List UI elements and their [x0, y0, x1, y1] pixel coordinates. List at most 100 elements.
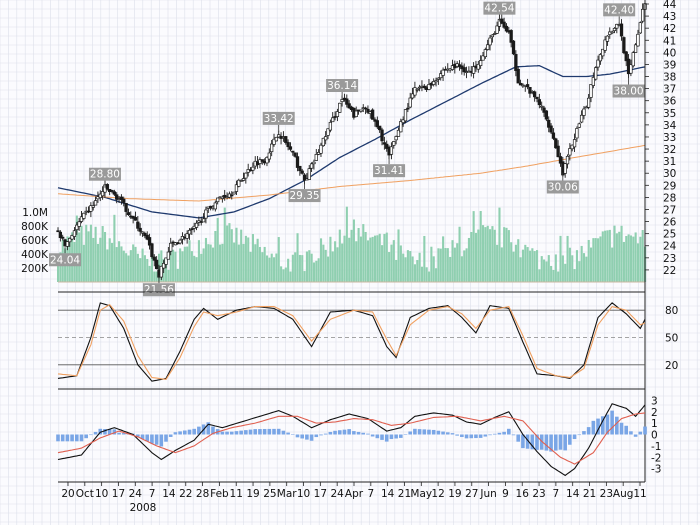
volume-bar [618, 231, 621, 282]
volume-bar [615, 233, 618, 282]
macd-histogram-bar [79, 434, 84, 442]
volume-bar [204, 237, 208, 282]
volume-bar [59, 252, 62, 282]
volume-bar [237, 244, 240, 282]
price-label-bg [603, 3, 636, 17]
price-axis-tick-label: 26 [663, 217, 677, 229]
volume-bar [273, 257, 276, 282]
candle-body [478, 60, 483, 66]
candle-body [504, 25, 509, 32]
volume-bar [463, 250, 466, 282]
price-axis-tick-label: 35 [663, 108, 676, 120]
candle-body [577, 123, 581, 128]
macd-panel [56, 403, 647, 477]
price-label-bg [288, 189, 321, 203]
volume-bar [392, 240, 395, 282]
volume-bar [106, 249, 109, 282]
volume-bar [582, 253, 586, 282]
volume-bar [143, 255, 146, 282]
volume-bar [493, 229, 496, 282]
volume-bar [540, 256, 543, 282]
volume-bar [634, 232, 637, 282]
volume-bar [470, 232, 473, 282]
volume-bar [449, 256, 452, 282]
candle-body [441, 69, 445, 76]
macd-histogram-bar [220, 431, 225, 435]
volume-bar [611, 247, 614, 282]
macd-histogram-bar [103, 429, 107, 435]
volume-bar [305, 251, 308, 282]
candle-body [187, 229, 192, 235]
volume-bar [578, 261, 581, 282]
time-axis-tick-label: Feb [210, 488, 229, 500]
volume-bars [57, 206, 647, 283]
macd-histogram-bar [333, 430, 337, 435]
time-axis-tick-label: May [410, 488, 432, 500]
candle-body [380, 129, 384, 142]
candle-body [300, 170, 304, 174]
volume-bar [350, 229, 353, 282]
candle-body [234, 184, 239, 192]
macd-histogram-bar [112, 429, 117, 435]
volume-bar [127, 255, 130, 282]
volume-bar [348, 237, 351, 282]
candle-body [511, 40, 516, 55]
candle-body [633, 44, 638, 53]
candle-body [79, 216, 84, 222]
volume-bar [190, 251, 193, 282]
volume-bar [575, 250, 579, 282]
volume-bar [519, 257, 522, 282]
macd-histogram-bar [394, 434, 398, 439]
time-axis-tick-label: 21 [398, 488, 411, 500]
candle-body [610, 31, 614, 34]
macd-histogram-bar [197, 426, 201, 435]
macd-histogram-bar [610, 410, 614, 435]
macd-histogram-bar [431, 429, 436, 435]
candle-body [575, 128, 579, 139]
macd-histogram-bar [422, 429, 427, 435]
macd-histogram-bar [492, 433, 497, 435]
candle-body [72, 230, 77, 237]
macd-histogram-bar [136, 434, 140, 437]
volume-bar [458, 226, 461, 282]
time-axis-tick-label: 24 [330, 488, 344, 500]
volume-bar [606, 230, 609, 282]
volume-bar [366, 240, 370, 282]
macd-histogram-bar [323, 433, 328, 435]
candle-body [143, 233, 147, 237]
macd-histogram-bar [145, 434, 150, 442]
candle-body [298, 165, 302, 172]
candle-body [631, 52, 635, 67]
volume-bar [197, 240, 200, 282]
volume-bar [317, 258, 320, 282]
time-axis-tick-label: 17 [112, 488, 125, 500]
volume-bar [383, 233, 386, 282]
time-axis-tick-label: Oct [76, 488, 94, 500]
macd-histogram-bar [380, 434, 384, 440]
volume-bar [477, 229, 480, 282]
price-axis-tick-label: 22 [663, 265, 676, 277]
price-label: 24.04 [50, 254, 80, 266]
macd-histogram-bar [488, 434, 492, 436]
macd-histogram-bar [258, 429, 262, 435]
volume-bar [444, 248, 447, 282]
volume-bar [209, 244, 212, 282]
candle-body [579, 114, 584, 123]
candle-body [427, 84, 431, 90]
macd-histogram-bar [577, 434, 582, 436]
macd-axis-tick-label: -2 [651, 452, 661, 464]
volume-axis-tick-label: 400K [21, 249, 49, 261]
macd-axis-tick-label: 2 [651, 407, 658, 419]
volume-bar [125, 253, 128, 282]
macd-histogram-bar [65, 434, 70, 442]
price-label-bg [49, 253, 82, 267]
candle-body [603, 39, 607, 51]
price-label: 30.06 [548, 181, 578, 193]
candle-body [354, 110, 358, 117]
macd-histogram-bar [107, 429, 112, 435]
volume-bar [120, 246, 123, 282]
macd-histogram-bar [521, 434, 525, 449]
volume-bar [343, 235, 346, 282]
volume-bar [319, 238, 323, 282]
candle-body [260, 159, 264, 162]
